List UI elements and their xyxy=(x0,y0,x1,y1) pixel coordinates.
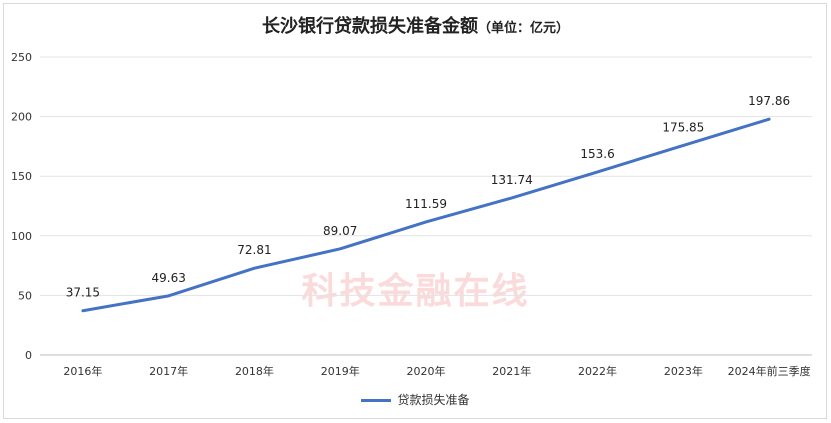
x-tick-label: 2019年 xyxy=(321,364,360,378)
data-label: 89.07 xyxy=(323,224,357,238)
chart-frame xyxy=(3,3,827,419)
x-tick-label: 2021年 xyxy=(492,364,531,378)
x-tick-label: 2018年 xyxy=(235,364,274,378)
legend-swatch xyxy=(361,399,392,402)
data-label: 49.63 xyxy=(151,271,185,285)
data-point xyxy=(682,144,684,146)
data-point xyxy=(253,267,255,269)
x-tick-label: 2022年 xyxy=(578,364,617,378)
chart-title-block: 长沙银行贷款损失准备金额（单位：亿元） xyxy=(0,12,831,38)
chart-subtitle: （单位：亿元） xyxy=(477,21,569,36)
y-tick-label: 0 xyxy=(25,349,32,362)
watermark-text: 科技金融在线 xyxy=(301,271,530,312)
x-tick-label: 2016年 xyxy=(63,364,102,378)
x-tick-label: 2024年前三季度 xyxy=(728,364,811,378)
data-point xyxy=(82,310,84,312)
x-tick-label: 2017年 xyxy=(149,364,188,378)
x-tick-label: 2020年 xyxy=(407,364,446,378)
y-tick-label: 200 xyxy=(11,111,32,124)
data-label: 131.74 xyxy=(491,173,533,187)
data-point xyxy=(339,248,341,250)
data-label: 175.85 xyxy=(662,120,704,134)
data-point xyxy=(425,221,427,223)
legend: 贷款损失准备 xyxy=(0,391,831,408)
y-tick-label: 50 xyxy=(18,289,32,302)
y-tick-label: 100 xyxy=(11,230,32,243)
chart-title: 长沙银行贷款损失准备金额 xyxy=(261,16,478,37)
data-point xyxy=(597,171,599,173)
legend-label: 贷款损失准备 xyxy=(397,393,470,407)
data-label: 197.86 xyxy=(748,94,790,108)
data-label: 37.15 xyxy=(66,286,100,300)
y-tick-label: 250 xyxy=(11,51,32,64)
data-point xyxy=(511,197,513,199)
data-label: 153.6 xyxy=(580,147,614,161)
x-tick-label: 2023年 xyxy=(664,364,703,378)
data-point xyxy=(768,118,770,120)
data-label: 72.81 xyxy=(237,243,271,257)
data-point xyxy=(168,295,170,297)
y-tick-label: 150 xyxy=(11,170,32,183)
data-label: 111.59 xyxy=(405,197,447,211)
